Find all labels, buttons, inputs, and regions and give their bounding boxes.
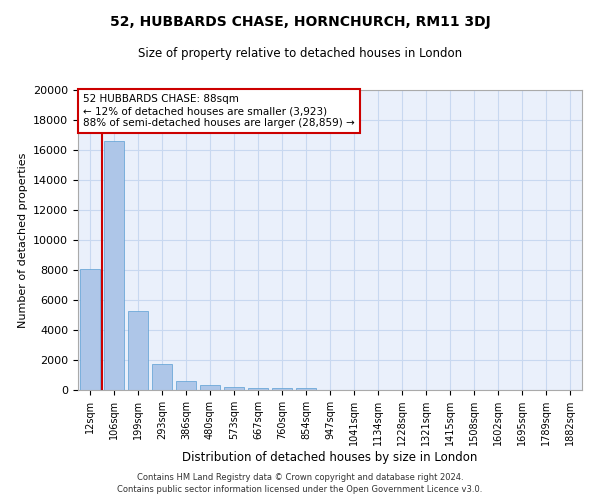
Bar bbox=[152, 364, 172, 390]
Text: Contains public sector information licensed under the Open Government Licence v3: Contains public sector information licen… bbox=[118, 485, 482, 494]
Bar bbox=[104, 141, 124, 390]
Text: Contains HM Land Registry data © Crown copyright and database right 2024.: Contains HM Land Registry data © Crown c… bbox=[137, 472, 463, 482]
Bar bbox=[272, 388, 292, 390]
Y-axis label: Number of detached properties: Number of detached properties bbox=[17, 152, 28, 328]
Text: Size of property relative to detached houses in London: Size of property relative to detached ho… bbox=[138, 48, 462, 60]
Bar bbox=[176, 380, 196, 390]
Text: 52 HUBBARDS CHASE: 88sqm
← 12% of detached houses are smaller (3,923)
88% of sem: 52 HUBBARDS CHASE: 88sqm ← 12% of detach… bbox=[83, 94, 355, 128]
Bar bbox=[296, 388, 316, 390]
Bar bbox=[224, 387, 244, 390]
Bar bbox=[200, 385, 220, 390]
Text: 52, HUBBARDS CHASE, HORNCHURCH, RM11 3DJ: 52, HUBBARDS CHASE, HORNCHURCH, RM11 3DJ bbox=[110, 15, 490, 29]
Bar bbox=[128, 310, 148, 390]
X-axis label: Distribution of detached houses by size in London: Distribution of detached houses by size … bbox=[182, 451, 478, 464]
Bar bbox=[248, 388, 268, 390]
Bar bbox=[80, 268, 100, 390]
